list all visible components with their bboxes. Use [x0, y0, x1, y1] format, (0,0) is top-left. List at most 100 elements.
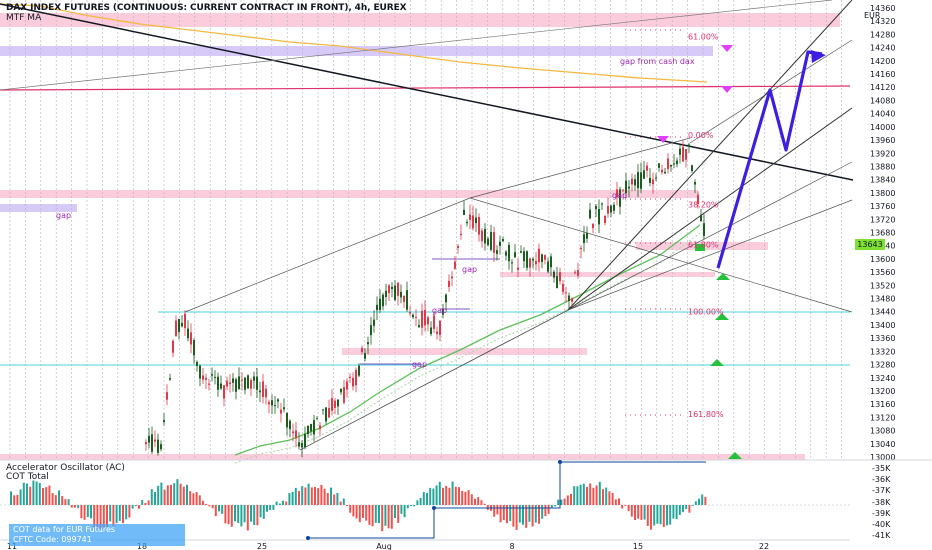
candle-body: [274, 405, 276, 407]
ac-bar: [394, 505, 396, 518]
ac-bar: [349, 505, 352, 513]
ac-bar: [80, 505, 83, 519]
candle-body: [157, 439, 159, 453]
candle-body: [322, 409, 324, 411]
ac-bar: [650, 505, 652, 530]
candle-body: [280, 409, 282, 414]
candle-body: [634, 179, 636, 186]
ac-bar: [173, 483, 176, 505]
ac-bar: [573, 486, 576, 505]
ac-bar: [362, 505, 364, 518]
ac-bar: [691, 505, 694, 506]
ac-bar: [48, 485, 51, 505]
price-tick: 14200: [870, 57, 895, 66]
ac-bar: [611, 492, 614, 505]
green-marker: [710, 359, 724, 366]
candle-body: [418, 325, 420, 328]
candle-body: [169, 378, 171, 380]
ac-bar: [464, 491, 467, 505]
ac-bar: [592, 487, 595, 505]
candle-body: [523, 251, 525, 262]
ac-bar: [416, 500, 419, 505]
candle-body: [505, 251, 507, 256]
candle-body: [694, 182, 696, 185]
candle-body: [469, 214, 471, 220]
candle-body: [283, 407, 285, 410]
ac-bar: [566, 495, 569, 505]
candle-body: [211, 374, 213, 376]
ac-bar: [278, 503, 281, 505]
ac-bar: [128, 505, 131, 518]
ac-bar: [410, 505, 412, 506]
last-price-tag: 13643: [855, 239, 885, 250]
candle-body: [232, 378, 234, 383]
candle-body: [376, 304, 378, 311]
candle-body: [697, 194, 699, 205]
ac-bar: [579, 484, 582, 505]
cot-tick: -40K: [872, 520, 891, 529]
candle-body: [454, 261, 456, 269]
candle-body: [316, 418, 318, 420]
ac-bar: [560, 499, 563, 505]
ac-bar: [646, 505, 649, 526]
candle-body: [271, 400, 273, 406]
candle-body: [358, 365, 360, 376]
trend-line: [567, 199, 853, 311]
candle-body: [334, 400, 336, 408]
candle-body: [625, 180, 627, 193]
ac-bar: [499, 505, 502, 523]
ac-bar: [240, 505, 243, 527]
ac-bar: [195, 492, 198, 505]
ac-bar: [355, 505, 358, 519]
trend-line: [567, 107, 853, 311]
trend-line: [184, 197, 471, 313]
ac-bar: [70, 505, 73, 508]
ac-bar: [218, 505, 220, 512]
ac-bar: [438, 481, 441, 505]
cot-tick: -41K: [872, 531, 891, 540]
ac-bar: [634, 505, 636, 521]
candle-body: [670, 164, 672, 167]
candle-body: [178, 318, 180, 332]
ac-bar: [435, 485, 438, 505]
time-tick: 8: [509, 542, 514, 550]
cot-info-line1: COT data for EUR Futures: [13, 525, 116, 534]
candle-body: [193, 340, 195, 356]
candle-body: [244, 377, 246, 390]
ac-bar: [451, 481, 454, 505]
candle-body: [550, 256, 552, 268]
green-marker: [728, 452, 742, 459]
ac-bar: [77, 505, 80, 509]
candle-body: [601, 203, 603, 205]
ac-bar: [368, 505, 371, 525]
candle-body: [532, 258, 534, 261]
candle-body: [265, 388, 267, 398]
candle-body: [277, 399, 279, 402]
candle-body: [493, 232, 495, 253]
candle-body: [676, 160, 678, 165]
candle-body: [538, 248, 540, 263]
candle-body: [544, 255, 546, 260]
candle-body: [382, 294, 384, 307]
ac-bar: [614, 499, 617, 505]
ac-bar: [112, 505, 115, 527]
ac-bar: [422, 492, 425, 505]
ac-bar: [202, 500, 204, 505]
time-tick: Aug: [376, 542, 392, 550]
price-tick: 13040: [870, 440, 895, 449]
zone: [0, 454, 805, 460]
candle-body: [475, 217, 477, 224]
candle-body: [196, 361, 198, 366]
ac-bar: [54, 495, 57, 505]
cot-tick: -38K: [872, 498, 891, 507]
ac-bar: [230, 505, 233, 527]
ac-bar: [522, 505, 524, 525]
price-tick: 13600: [870, 255, 895, 264]
candle-body: [637, 172, 639, 189]
candle-body: [406, 290, 408, 310]
candle-body: [346, 381, 348, 390]
price-tick: 13360: [870, 334, 895, 343]
candle-body: [499, 241, 501, 246]
annotation: gap: [462, 265, 477, 274]
